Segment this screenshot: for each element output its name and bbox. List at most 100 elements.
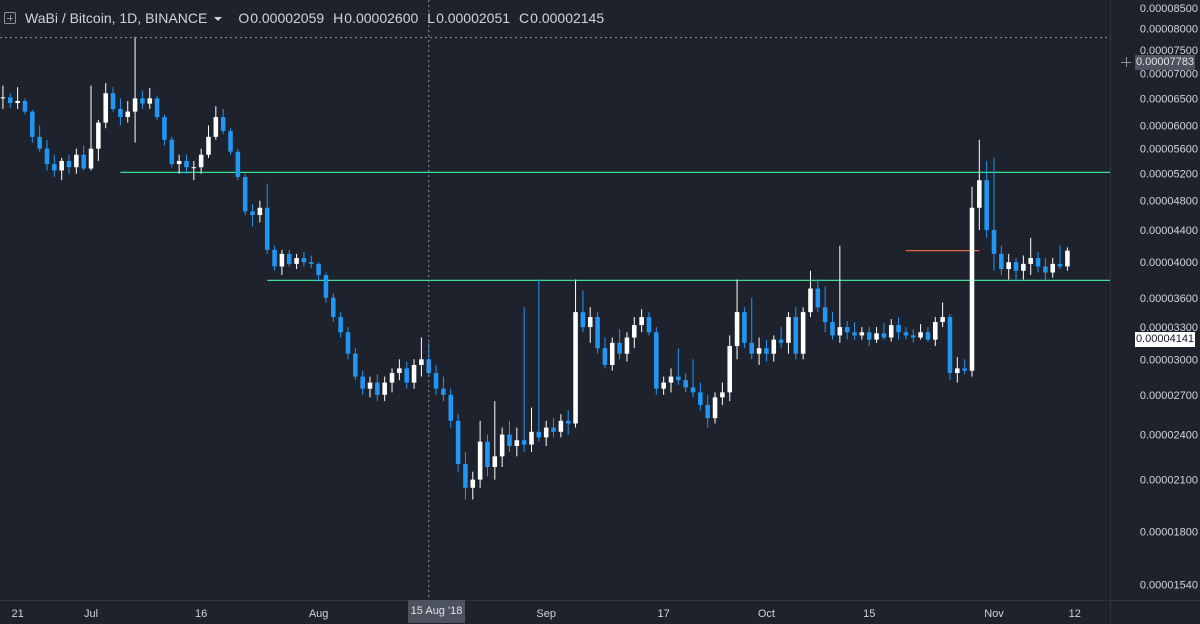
candle-body (543, 427, 549, 438)
candle-body (382, 382, 387, 395)
candle (235, 148, 241, 181)
candle (419, 337, 424, 377)
candle (676, 348, 681, 385)
candle (852, 322, 857, 340)
chevron-down-icon[interactable] (214, 17, 223, 21)
candle (382, 376, 387, 402)
candle (947, 314, 953, 381)
candle-body (844, 327, 850, 333)
candle-body (536, 431, 542, 438)
candle-body (896, 325, 901, 333)
candle (44, 139, 50, 171)
candle (587, 307, 593, 343)
candle-body (955, 368, 960, 374)
chart-pane[interactable] (0, 0, 1110, 600)
candle (529, 407, 534, 452)
candle-body (184, 160, 189, 168)
candle-body (881, 333, 887, 338)
candle (463, 451, 468, 500)
time-tick-label: Nov (984, 608, 1004, 620)
legend-collapse-icon[interactable] (4, 12, 16, 24)
candle-body (933, 322, 938, 340)
candle (683, 373, 688, 393)
candle-body (521, 440, 527, 445)
candle (742, 307, 747, 349)
candle (331, 293, 336, 323)
candle-body (176, 160, 182, 165)
time-tick-label: Sep (536, 608, 556, 620)
candle (257, 200, 263, 223)
candle-body (110, 93, 116, 109)
candle (888, 319, 894, 342)
candle (955, 357, 960, 383)
candle (844, 321, 850, 340)
candle-body (507, 434, 512, 447)
candle-body (308, 262, 314, 264)
candle-body (859, 332, 865, 336)
candle-body (264, 207, 270, 250)
candle-body (323, 275, 329, 298)
candle (88, 85, 94, 171)
candle-body (815, 288, 821, 308)
candle (874, 327, 879, 343)
candle-body (866, 332, 872, 340)
candle-body (984, 180, 989, 231)
time-axis[interactable]: 21 Jul 16 Aug Sep 17 Oct 15 Nov 12 (0, 600, 1110, 624)
candle-body (499, 434, 505, 457)
crosshair-price-label: 0.00007783 (1135, 55, 1195, 70)
candle-body (749, 342, 755, 354)
candle (59, 157, 64, 181)
price-tick-label: 0.00001800 (1140, 527, 1198, 539)
low-label: L (427, 10, 436, 26)
candle (15, 87, 20, 109)
candle-body (1065, 250, 1070, 267)
candle (690, 359, 696, 398)
candle-body (0, 97, 6, 99)
candle-body (888, 325, 894, 338)
candle (411, 359, 417, 389)
candle-body (654, 332, 659, 389)
time-tick-label: Oct (758, 608, 775, 620)
candle-body (191, 167, 197, 169)
candle-body (198, 154, 204, 168)
candle (632, 317, 637, 349)
candle-body (228, 131, 233, 152)
candle-body (786, 317, 791, 343)
price-tick-label: 0.00002700 (1140, 390, 1198, 402)
price-axis-labels: 0.00008500 0.00008000 0.00007500 0.00007000… (1140, 3, 1198, 591)
candle-body (587, 317, 593, 328)
candle (896, 317, 901, 340)
candle (499, 427, 505, 468)
candle-body (8, 97, 13, 104)
candle-body (1028, 258, 1033, 264)
candle-body (74, 154, 79, 168)
candlestick-chart[interactable] (0, 0, 1110, 600)
candle-body (492, 456, 498, 468)
candle-body (778, 339, 784, 343)
symbol-title[interactable]: WaBi / Bitcoin, 1D, BINANCE (25, 10, 208, 26)
plus-icon[interactable] (1121, 57, 1131, 67)
candle-body (727, 346, 732, 393)
candle-body (52, 164, 57, 171)
candle (242, 173, 248, 216)
candle-body (690, 387, 696, 393)
candle (441, 376, 446, 402)
candle-body (551, 427, 556, 432)
candle-body (852, 332, 857, 336)
candle (308, 255, 314, 269)
candle (74, 148, 79, 174)
price-axis[interactable]: 0.00008500 0.00008000 0.00007500 0.00007000… (1110, 0, 1200, 600)
candle-body (822, 307, 828, 323)
candle (96, 119, 101, 161)
candle-body (632, 325, 637, 338)
candle-body (433, 373, 439, 389)
candle-body (448, 394, 454, 421)
candle-body (925, 332, 931, 340)
candle-body (455, 420, 461, 464)
candle (910, 329, 916, 343)
candle-body (837, 327, 843, 336)
candle-body (294, 258, 299, 264)
candle (734, 279, 740, 360)
candle-body (220, 117, 226, 132)
time-tick-label: 21 (11, 608, 23, 620)
